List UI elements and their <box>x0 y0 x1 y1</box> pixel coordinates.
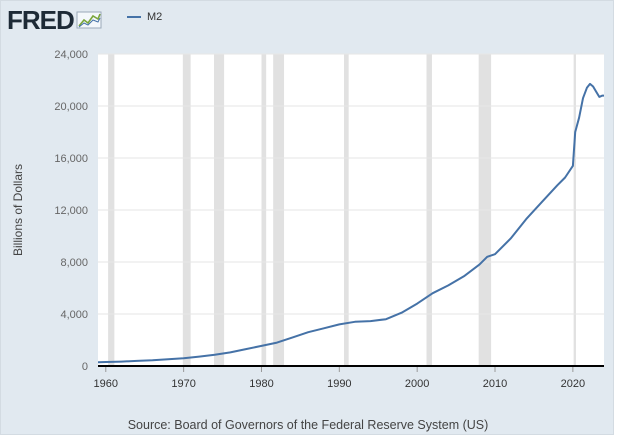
y-tick-label-24000: 24,000 <box>54 49 88 61</box>
x-tick-label-2010: 2010 <box>483 378 507 390</box>
y-tick-label-20000: 20,000 <box>54 101 88 113</box>
series-line-m2[interactable] <box>97 82 604 364</box>
y-tick-label-4000: 4,000 <box>60 309 88 321</box>
legend-swatch <box>127 16 141 18</box>
gridlines <box>98 53 604 315</box>
legend-label-m2: M2 <box>147 11 163 23</box>
fred-chart-icon <box>76 11 102 29</box>
y-tick-label-8000: 8,000 <box>60 257 88 269</box>
x-tick-label-1960: 1960 <box>94 378 118 390</box>
x-tick-label-1970: 1970 <box>171 378 195 390</box>
x-axis-ticks: 1960 1970 1980 1990 2000 2010 2020 <box>94 366 585 390</box>
fred-logo[interactable]: FRED <box>7 5 104 35</box>
x-tick-label-2020: 2020 <box>561 378 585 390</box>
x-tick-label-1980: 1980 <box>249 378 273 390</box>
source-note: Source: Board of Governors of the Federa… <box>127 418 489 432</box>
logo-text: FRED <box>7 5 75 35</box>
y-tick-label-12000: 12,000 <box>54 205 88 217</box>
x-tick-label-2000: 2000 <box>405 378 429 390</box>
y-axis-ticks: 0 4,000 8,000 12,000 16,000 20,000 24,000 <box>54 49 88 373</box>
y-tick-label-16000: 16,000 <box>54 153 88 165</box>
y-axis-label: Billions of Dollars <box>11 164 25 256</box>
y-tick-label-0: 0 <box>82 361 88 373</box>
legend[interactable]: M2 <box>127 11 162 23</box>
x-tick-label-1990: 1990 <box>327 378 351 390</box>
